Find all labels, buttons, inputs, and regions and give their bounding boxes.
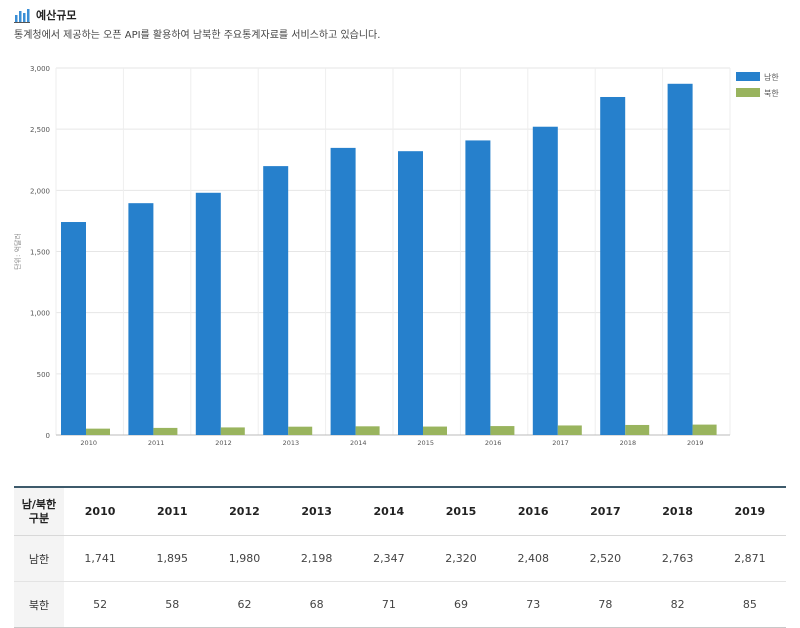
y-tick-label: 3,000 bbox=[30, 65, 50, 73]
bar-north bbox=[355, 426, 380, 435]
table-cell: 68 bbox=[280, 581, 353, 628]
x-tick-label: 2018 bbox=[620, 439, 637, 447]
table-cell: 2,320 bbox=[424, 535, 498, 582]
year-header: 2016 bbox=[497, 487, 570, 536]
page-header: 예산규모 통계청에서 제공하는 오픈 API를 활용하여 남북한 주요통계자료를… bbox=[14, 6, 784, 41]
corner-label-line1: 남/북한 bbox=[21, 497, 57, 511]
bar-north bbox=[86, 428, 110, 435]
table-cell: 71 bbox=[352, 581, 425, 628]
x-tick-label: 2013 bbox=[283, 439, 300, 447]
table-cell: 69 bbox=[424, 581, 498, 628]
y-tick-label: 0 bbox=[46, 432, 50, 440]
bar-chart-icon bbox=[14, 9, 30, 23]
legend-swatch bbox=[736, 72, 760, 81]
bar-south bbox=[398, 151, 423, 435]
bar-north bbox=[220, 427, 245, 435]
row-label: 북한 bbox=[14, 581, 64, 628]
page-title: 예산규모 bbox=[36, 9, 77, 22]
year-header: 2017 bbox=[569, 487, 642, 536]
y-tick-label: 2,000 bbox=[30, 187, 50, 195]
bar-south bbox=[330, 147, 356, 435]
table-cell: 2,408 bbox=[497, 535, 570, 582]
x-tick-label: 2017 bbox=[552, 439, 569, 447]
bar-south bbox=[263, 166, 289, 435]
bar-south bbox=[128, 203, 154, 435]
table-cell: 73 bbox=[497, 581, 570, 628]
bar-south bbox=[532, 126, 558, 435]
bar-north bbox=[557, 425, 582, 435]
table-cell: 62 bbox=[208, 581, 281, 628]
legend-label: 북한 bbox=[764, 89, 779, 98]
bar-north bbox=[288, 426, 313, 435]
table-header-row: 남/북한 구분 2010 2011 2012 2013 2014 2015 20… bbox=[14, 487, 786, 536]
title-row: 예산규모 bbox=[14, 6, 784, 24]
table-row-north: 북한 52 58 62 68 71 69 73 78 82 85 bbox=[14, 581, 786, 628]
x-tick-label: 2012 bbox=[215, 439, 232, 447]
y-tick-label: 2,500 bbox=[30, 126, 50, 134]
year-header: 2019 bbox=[713, 487, 786, 536]
y-tick-label: 1,000 bbox=[30, 310, 50, 318]
year-header: 2011 bbox=[136, 487, 209, 536]
table-cell: 52 bbox=[64, 581, 137, 628]
x-tick-label: 2011 bbox=[148, 439, 165, 447]
bar-north bbox=[490, 426, 515, 435]
bar-north bbox=[692, 424, 717, 435]
table-cell: 2,763 bbox=[641, 535, 714, 582]
y-axis-label: 단위: 억달러 bbox=[13, 233, 22, 270]
y-tick-label: 500 bbox=[37, 371, 50, 379]
table-cell: 2,871 bbox=[713, 535, 786, 582]
bar-north bbox=[423, 426, 447, 435]
table-row-south: 남한 1,741 1,895 1,980 2,198 2,347 2,320 2… bbox=[14, 535, 786, 582]
bar-south bbox=[61, 222, 86, 435]
budget-bar-chart: 0 500 1,000 1,500 2,000 2,500 3,000 2010 2011 201… bbox=[13, 65, 779, 447]
table-cell: 58 bbox=[136, 581, 209, 628]
x-tick-label: 2019 bbox=[687, 439, 704, 447]
bar-south bbox=[667, 83, 693, 435]
x-tick-label: 2016 bbox=[485, 439, 502, 447]
y-tick-label: 1,500 bbox=[30, 249, 50, 257]
table-cell: 82 bbox=[641, 581, 714, 628]
page-subtitle: 통계청에서 제공하는 오픈 API를 활용하여 남북한 주요통계자료를 서비스하… bbox=[14, 30, 381, 41]
table-cell: 78 bbox=[569, 581, 642, 628]
table-cell: 2,198 bbox=[280, 535, 353, 582]
x-tick-label: 2014 bbox=[350, 439, 367, 447]
table-cell: 1,895 bbox=[136, 535, 209, 582]
table-cell: 2,347 bbox=[352, 535, 425, 582]
year-header: 2010 bbox=[64, 487, 137, 536]
bar-south bbox=[600, 96, 626, 436]
year-header: 2014 bbox=[352, 487, 425, 536]
budget-data-table: 남/북한 구분 2010 2011 2012 2013 2014 2015 20… bbox=[14, 486, 786, 628]
x-tick-label: 2010 bbox=[80, 439, 97, 447]
legend-label: 남한 bbox=[764, 73, 779, 82]
year-header: 2012 bbox=[208, 487, 281, 536]
legend-swatch bbox=[736, 88, 760, 97]
table-cell: 1,741 bbox=[64, 535, 137, 582]
year-header: 2013 bbox=[280, 487, 353, 536]
bar-north bbox=[625, 424, 650, 435]
row-label: 남한 bbox=[14, 535, 64, 582]
x-tick-label: 2015 bbox=[417, 439, 434, 447]
bar-north bbox=[153, 427, 178, 435]
year-header: 2015 bbox=[424, 487, 498, 536]
bar-south bbox=[195, 192, 221, 435]
table-cell: 1,980 bbox=[208, 535, 281, 582]
table-corner-header: 남/북한 구분 bbox=[14, 487, 64, 536]
bar-south bbox=[465, 140, 491, 435]
table-cell: 85 bbox=[713, 581, 786, 628]
year-header: 2018 bbox=[641, 487, 714, 536]
corner-label-line2: 구분 bbox=[28, 511, 50, 525]
table-cell: 2,520 bbox=[569, 535, 642, 582]
